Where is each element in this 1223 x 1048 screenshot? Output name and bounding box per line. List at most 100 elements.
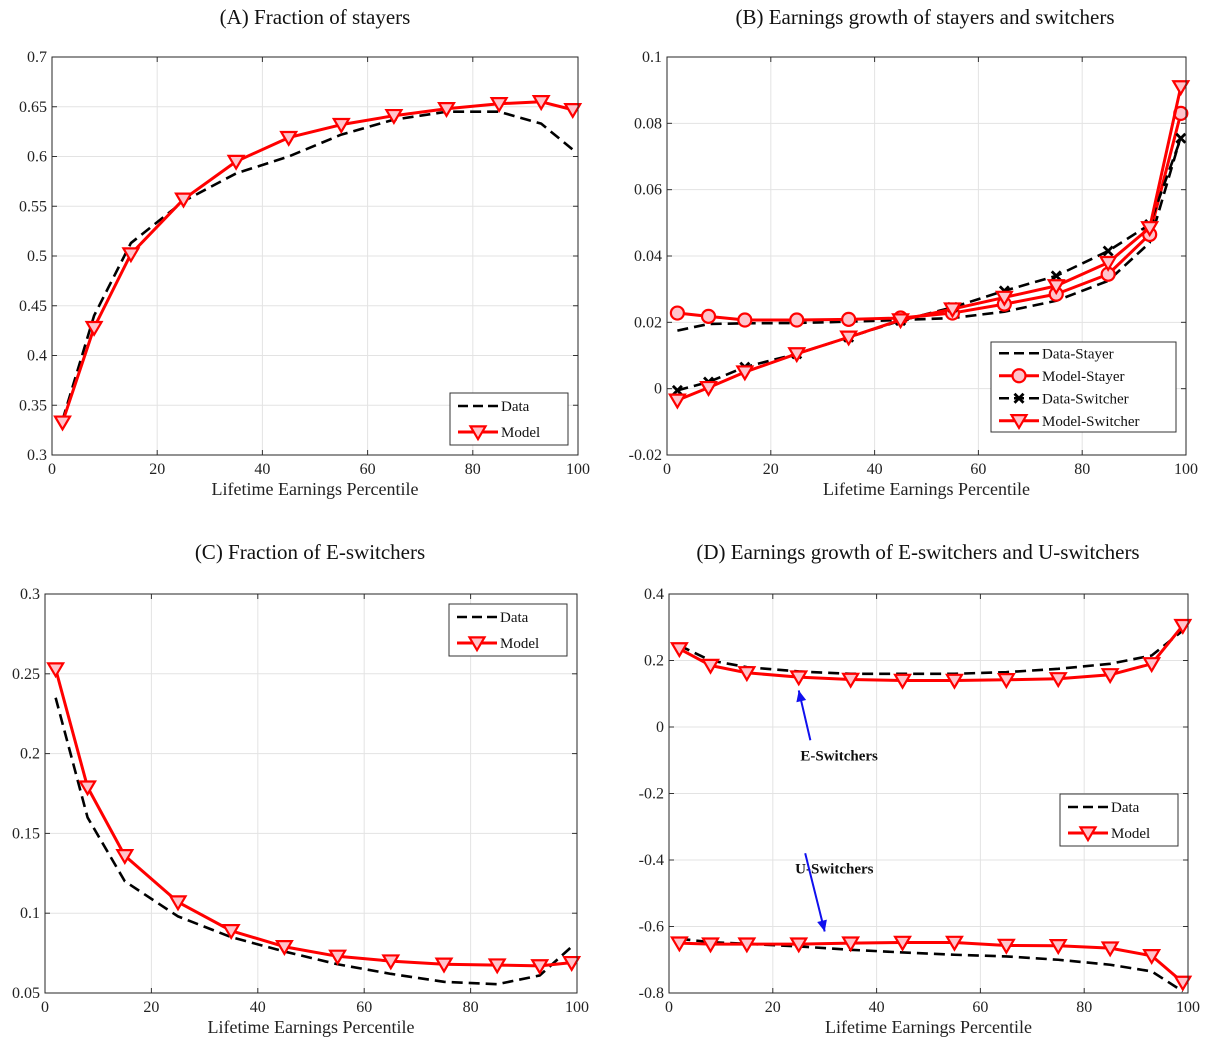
data-point — [669, 642, 689, 659]
legend-box — [1059, 793, 1179, 847]
legend-entry-label: Model — [1111, 826, 1150, 842]
y-tick-label: -0.6 — [639, 919, 664, 936]
x-tick-label: 80 — [1076, 999, 1092, 1016]
panel-a: (A) Fraction of stayers 0 20 40 60 80 100 0.3 0.… — [19, 5, 590, 499]
data-point — [737, 312, 753, 328]
data-point — [381, 954, 401, 971]
y-tick-label: 0.4 — [644, 586, 664, 603]
series-line — [54, 697, 573, 986]
panel-title: (D) Earnings growth of E-switchers and U… — [696, 540, 1139, 564]
x-tick-label: 0 — [663, 461, 671, 478]
data-point — [996, 938, 1016, 955]
data-point — [328, 949, 348, 966]
data-point — [735, 365, 755, 382]
y-tick-label: 0.1 — [642, 49, 662, 66]
panel-title: (B) Earnings growth of stayers and switc… — [735, 5, 1114, 29]
data-point — [891, 313, 910, 330]
data-point — [1102, 245, 1114, 257]
panel-title: (C) Fraction of E-switchers — [195, 540, 425, 564]
y-tick-label: 0.2 — [644, 653, 664, 670]
data-point — [1175, 132, 1187, 144]
x-tick-label: 80 — [1074, 461, 1090, 478]
data-point — [839, 330, 859, 347]
legend-entry-label: Data-Switcher — [1042, 391, 1129, 407]
data-point — [699, 380, 718, 397]
data-point — [945, 935, 964, 952]
y-tick-label: -0.8 — [639, 985, 664, 1002]
data-point — [434, 957, 454, 974]
legend-entry-label: Data — [501, 399, 530, 415]
data-point — [700, 308, 717, 324]
data-point — [669, 305, 685, 321]
y-tick-label: 0.05 — [12, 985, 40, 1002]
x-tick-label: 100 — [565, 999, 589, 1016]
data-point — [671, 384, 683, 396]
y-tick-label: 0.2 — [20, 746, 40, 763]
data-point — [701, 658, 720, 675]
data-point — [667, 393, 687, 410]
data-point — [841, 672, 861, 689]
data-point — [1140, 221, 1160, 238]
y-tick-label: 0 — [656, 719, 664, 736]
series-data — [54, 697, 573, 986]
legend-entry-label: Model — [500, 636, 539, 652]
data-point — [226, 154, 246, 171]
x-axis-label: Lifetime Earnings Percentile — [823, 479, 1030, 499]
x-tick-label: 100 — [566, 461, 590, 478]
y-tick-label: 0.25 — [12, 666, 40, 683]
axes-frame — [668, 593, 1189, 994]
legend-box — [448, 603, 568, 657]
series-line — [679, 940, 1184, 984]
x-tick-label: 20 — [149, 461, 165, 478]
data-point — [530, 959, 550, 976]
series-line — [61, 100, 574, 423]
y-tick-label: 0.06 — [634, 182, 662, 199]
series-line — [61, 110, 574, 421]
data-point — [1048, 939, 1068, 956]
y-tick-label: 0.65 — [19, 99, 47, 116]
y-tick-label: 0.04 — [634, 248, 662, 265]
x-tick-label: 40 — [867, 461, 883, 478]
axes-frame — [44, 593, 578, 994]
x-axis-label: Lifetime Earnings Percentile — [212, 479, 419, 499]
x-tick-label: 100 — [1174, 461, 1198, 478]
x-tick-label: 80 — [463, 999, 479, 1016]
legend-entry-label: Data — [1111, 800, 1140, 816]
data-point — [331, 117, 351, 134]
y-tick-label: 0.5 — [27, 248, 47, 265]
y-tick-label: 0.08 — [634, 115, 662, 132]
legend-entry-label: Model-Switcher — [1042, 414, 1139, 430]
legend-entry-label: Data — [500, 610, 529, 626]
panel-b: (B) Earnings growth of stayers and switc… — [629, 5, 1198, 499]
data-point — [841, 311, 857, 327]
y-tick-label: 0.3 — [20, 586, 40, 603]
annotation-label: U-Switchers — [795, 861, 873, 877]
x-tick-label: 0 — [41, 999, 49, 1016]
legend-swatch-marker — [468, 425, 488, 442]
y-tick-label: -0.2 — [639, 786, 664, 803]
x-axis-label: Lifetime Earnings Percentile — [208, 1017, 415, 1037]
x-axis-label: Lifetime Earnings Percentile — [825, 1017, 1032, 1037]
legend-entry-label: Model-Stayer — [1042, 369, 1124, 385]
series-model — [53, 95, 583, 432]
x-tick-label: 60 — [360, 461, 376, 478]
legend-swatch-marker — [1078, 826, 1098, 843]
x-tick-label: 20 — [763, 461, 779, 478]
y-tick-label: 0.6 — [27, 149, 47, 166]
legend: Data Model — [1059, 793, 1179, 847]
y-tick-label: 0.4 — [27, 348, 47, 365]
y-tick-label: 0.55 — [19, 198, 47, 215]
annotation-arrowhead — [796, 690, 807, 703]
data-point — [1046, 279, 1066, 296]
data-point — [1173, 975, 1193, 992]
data-point — [221, 924, 241, 941]
x-tick-label: 40 — [250, 999, 266, 1016]
data-point — [46, 662, 66, 679]
data-point — [1100, 941, 1120, 958]
data-point — [1171, 80, 1191, 97]
y-tick-label: 0 — [654, 381, 662, 398]
y-tick-label: 0.1 — [20, 905, 40, 922]
data-point — [1050, 270, 1062, 282]
data-point — [789, 670, 809, 687]
data-point — [384, 108, 404, 125]
